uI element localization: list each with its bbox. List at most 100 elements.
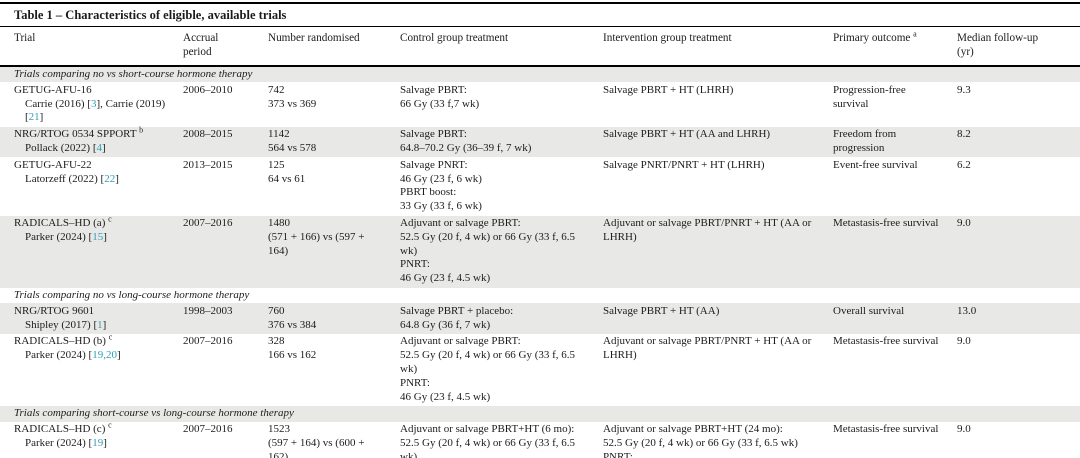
cell-trial: RADICALS–HD (b) c Parker (2024) [19,20]: [0, 332, 183, 406]
trial-citation: Pollack (2022) [4]: [25, 142, 106, 155]
cell-followup: 13.0: [957, 304, 977, 317]
footnote-marker: c: [108, 214, 112, 224]
cell-randomised: 1523 (597 + 164) vs (600 + 162): [268, 423, 365, 458]
footnote-marker: c: [108, 332, 113, 342]
trial-name: RADICALS–HD (b) c: [14, 332, 113, 348]
column-header: Intervention group treatment: [603, 27, 833, 67]
column-header: Primary outcome a: [833, 27, 957, 67]
table-header: Trial Accrual period Number randomised Cont…: [0, 27, 1080, 67]
citation-ref-link[interactable]: 19,20: [92, 349, 117, 362]
column-header: Control group treatment: [400, 27, 603, 67]
trial-citation: Carrie (2016) [3], Carrie (2019) [21]: [25, 97, 166, 124]
cell-trial: GETUG-AFU-22 Latorzeff (2022) [22]: [0, 157, 183, 215]
cell-followup: 9.0: [957, 335, 971, 348]
cell-trial: NRG/RTOG 9601 Shipley (2017) [1]: [0, 303, 183, 334]
cell-control: Salvage PBRT: 64.8–70.2 Gy (36–39 f, 7 w…: [400, 128, 532, 155]
section-header-row: Trials comparing no vs short-course horm…: [0, 65, 1080, 83]
cell-intervention: Adjuvant or salvage PBRT/PNRT + HT (AA o…: [603, 335, 812, 362]
cell-outcome: Metastasis-free survival: [833, 217, 939, 230]
table-row: RADICALS–HD (a) c Parker (2024) [15] 2007–…: [0, 214, 1080, 288]
cell-accrual: 2007–2016: [183, 217, 233, 230]
cell-trial: NRG/RTOG 0534 SPPORT b Pollack (2022) [4]: [0, 125, 183, 158]
trial-citation: Latorzeff (2022) [22]: [25, 172, 119, 185]
footnote-marker: b: [139, 125, 144, 135]
cell-intervention: Salvage PBRT + HT (LHRH): [603, 83, 734, 96]
trial-name: RADICALS–HD (a) c: [14, 214, 112, 230]
table-row: NRG/RTOG 9601 Shipley (2017) [1] 1998–2003…: [0, 303, 1080, 334]
section-label: Trials comparing no vs long-course hormo…: [14, 288, 250, 301]
cell-outcome: Metastasis-free survival: [833, 335, 939, 348]
cell-randomised: 125 64 vs 61: [268, 158, 306, 185]
cell-intervention: Adjuvant or salvage PBRT/PNRT + HT (AA o…: [603, 217, 812, 243]
cell-followup: 6.2: [957, 158, 971, 171]
cell-accrual: 2008–2015: [183, 128, 233, 141]
cell-followup: 9.0: [957, 423, 971, 436]
footnote-marker: c: [108, 420, 112, 430]
cell-control: Adjuvant or salvage PBRT: 52.5 Gy (20 f,…: [400, 335, 576, 403]
cell-accrual: 2013–2015: [183, 158, 233, 171]
section-header-row: Trials comparing no vs long-course hormo…: [0, 288, 1080, 304]
citation-ref-link[interactable]: 21: [28, 111, 40, 124]
cell-intervention: Salvage PNRT/PNRT + HT (LHRH): [603, 158, 765, 171]
cell-accrual: 1998–2003: [183, 304, 233, 317]
cell-trial: RADICALS–HD (c) c Parker (2024) [19]: [0, 420, 183, 458]
trials-table: Trial Accrual period Number randomised Cont…: [0, 27, 1080, 458]
table-row: NRG/RTOG 0534 SPPORT b Pollack (2022) [4]…: [0, 125, 1080, 158]
cell-control: Salvage PBRT: 66 Gy (33 f,7 wk): [400, 83, 480, 110]
cell-trial: RADICALS–HD (a) c Parker (2024) [15]: [0, 214, 183, 288]
column-header: Median follow-up (yr): [957, 27, 1080, 67]
cell-followup: 9.0: [957, 217, 971, 230]
citation-ref-link[interactable]: 15: [92, 230, 104, 243]
citation-ref-link[interactable]: 3: [90, 97, 97, 110]
cell-randomised: 760 376 vs 384: [268, 304, 317, 331]
table-row: GETUG-AFU-22 Latorzeff (2022) [22] 2013–20…: [0, 157, 1080, 215]
citation-ref-link[interactable]: 4: [96, 142, 102, 155]
cell-intervention: Salvage PBRT + HT (AA and LHRH): [603, 128, 771, 141]
cell-accrual: 2006–2010: [183, 83, 233, 96]
table-body: Trials comparing no vs short-course horm…: [0, 65, 1080, 458]
trial-name: GETUG-AFU-16: [14, 83, 92, 96]
cell-outcome: Metastasis-free survival: [833, 423, 939, 436]
header-row: Trial Accrual period Number randomised Cont…: [0, 27, 1080, 67]
cell-randomised: 328 166 vs 162: [268, 335, 317, 362]
trial-name: NRG/RTOG 9601: [14, 304, 95, 317]
cell-intervention: Salvage PBRT + HT (AA): [603, 304, 720, 317]
trial-citation: Shipley (2017) [1]: [25, 318, 107, 331]
cell-outcome: Overall survival: [833, 304, 905, 317]
cell-randomised: 742 373 vs 369: [268, 83, 317, 110]
trial-citation: Parker (2024) [19]: [25, 437, 107, 450]
cell-control: Salvage PNRT: 46 Gy (23 f, 6 wk) PBRT bo…: [400, 158, 482, 213]
cell-followup: 8.2: [957, 128, 971, 141]
cell-intervention: Adjuvant or salvage PBRT+HT (24 mo): 52.…: [603, 423, 798, 458]
table-row: GETUG-AFU-16 Carrie (2016) [3], Carrie (2…: [0, 82, 1080, 126]
section-label: Trials comparing no vs short-course horm…: [14, 67, 253, 80]
cell-outcome: Event-free survival: [833, 158, 918, 171]
trial-name: RADICALS–HD (c) c: [14, 420, 112, 436]
cell-randomised: 1142 564 vs 578: [268, 128, 317, 155]
cell-control: Adjuvant or salvage PBRT: 52.5 Gy (20 f,…: [400, 217, 576, 285]
cell-accrual: 2007–2016: [183, 335, 233, 348]
citation-ref-link[interactable]: 22: [104, 172, 116, 185]
trial-citation: Parker (2024) [15]: [25, 230, 107, 243]
citation-ref-link[interactable]: 19: [92, 437, 104, 450]
cell-outcome: Freedom from progression: [833, 128, 897, 155]
trial-name: NRG/RTOG 0534 SPPORT b: [14, 125, 144, 141]
cell-outcome: Progression-free survival: [833, 83, 906, 110]
cell-followup: 9.3: [957, 83, 971, 96]
cell-accrual: 2007–2016: [183, 423, 233, 436]
section-label: Trials comparing short-course vs long-co…: [14, 406, 294, 419]
table-row: RADICALS–HD (b) c Parker (2024) [19,20] 20…: [0, 332, 1080, 406]
cell-trial: GETUG-AFU-16 Carrie (2016) [3], Carrie (2…: [0, 82, 183, 126]
table-title: Table 1 – Characteristics of eligible, a…: [0, 2, 1080, 27]
column-header: Number randomised: [268, 27, 400, 67]
column-header: Accrual period: [183, 27, 268, 67]
cell-control: Salvage PBRT + placebo: 64.8 Gy (36 f, 7…: [400, 304, 514, 331]
trial-citation: Parker (2024) [19,20]: [25, 349, 121, 362]
footnote-marker: a: [913, 29, 917, 39]
citation-ref-link[interactable]: 1: [97, 318, 103, 331]
cell-randomised: 1480 (571 + 166) vs (597 + 164): [268, 217, 365, 257]
table-row: RADICALS–HD (c) c Parker (2024) [19] 2007–…: [0, 420, 1080, 458]
trial-name: GETUG-AFU-22: [14, 158, 92, 171]
column-header: Trial: [0, 27, 183, 67]
